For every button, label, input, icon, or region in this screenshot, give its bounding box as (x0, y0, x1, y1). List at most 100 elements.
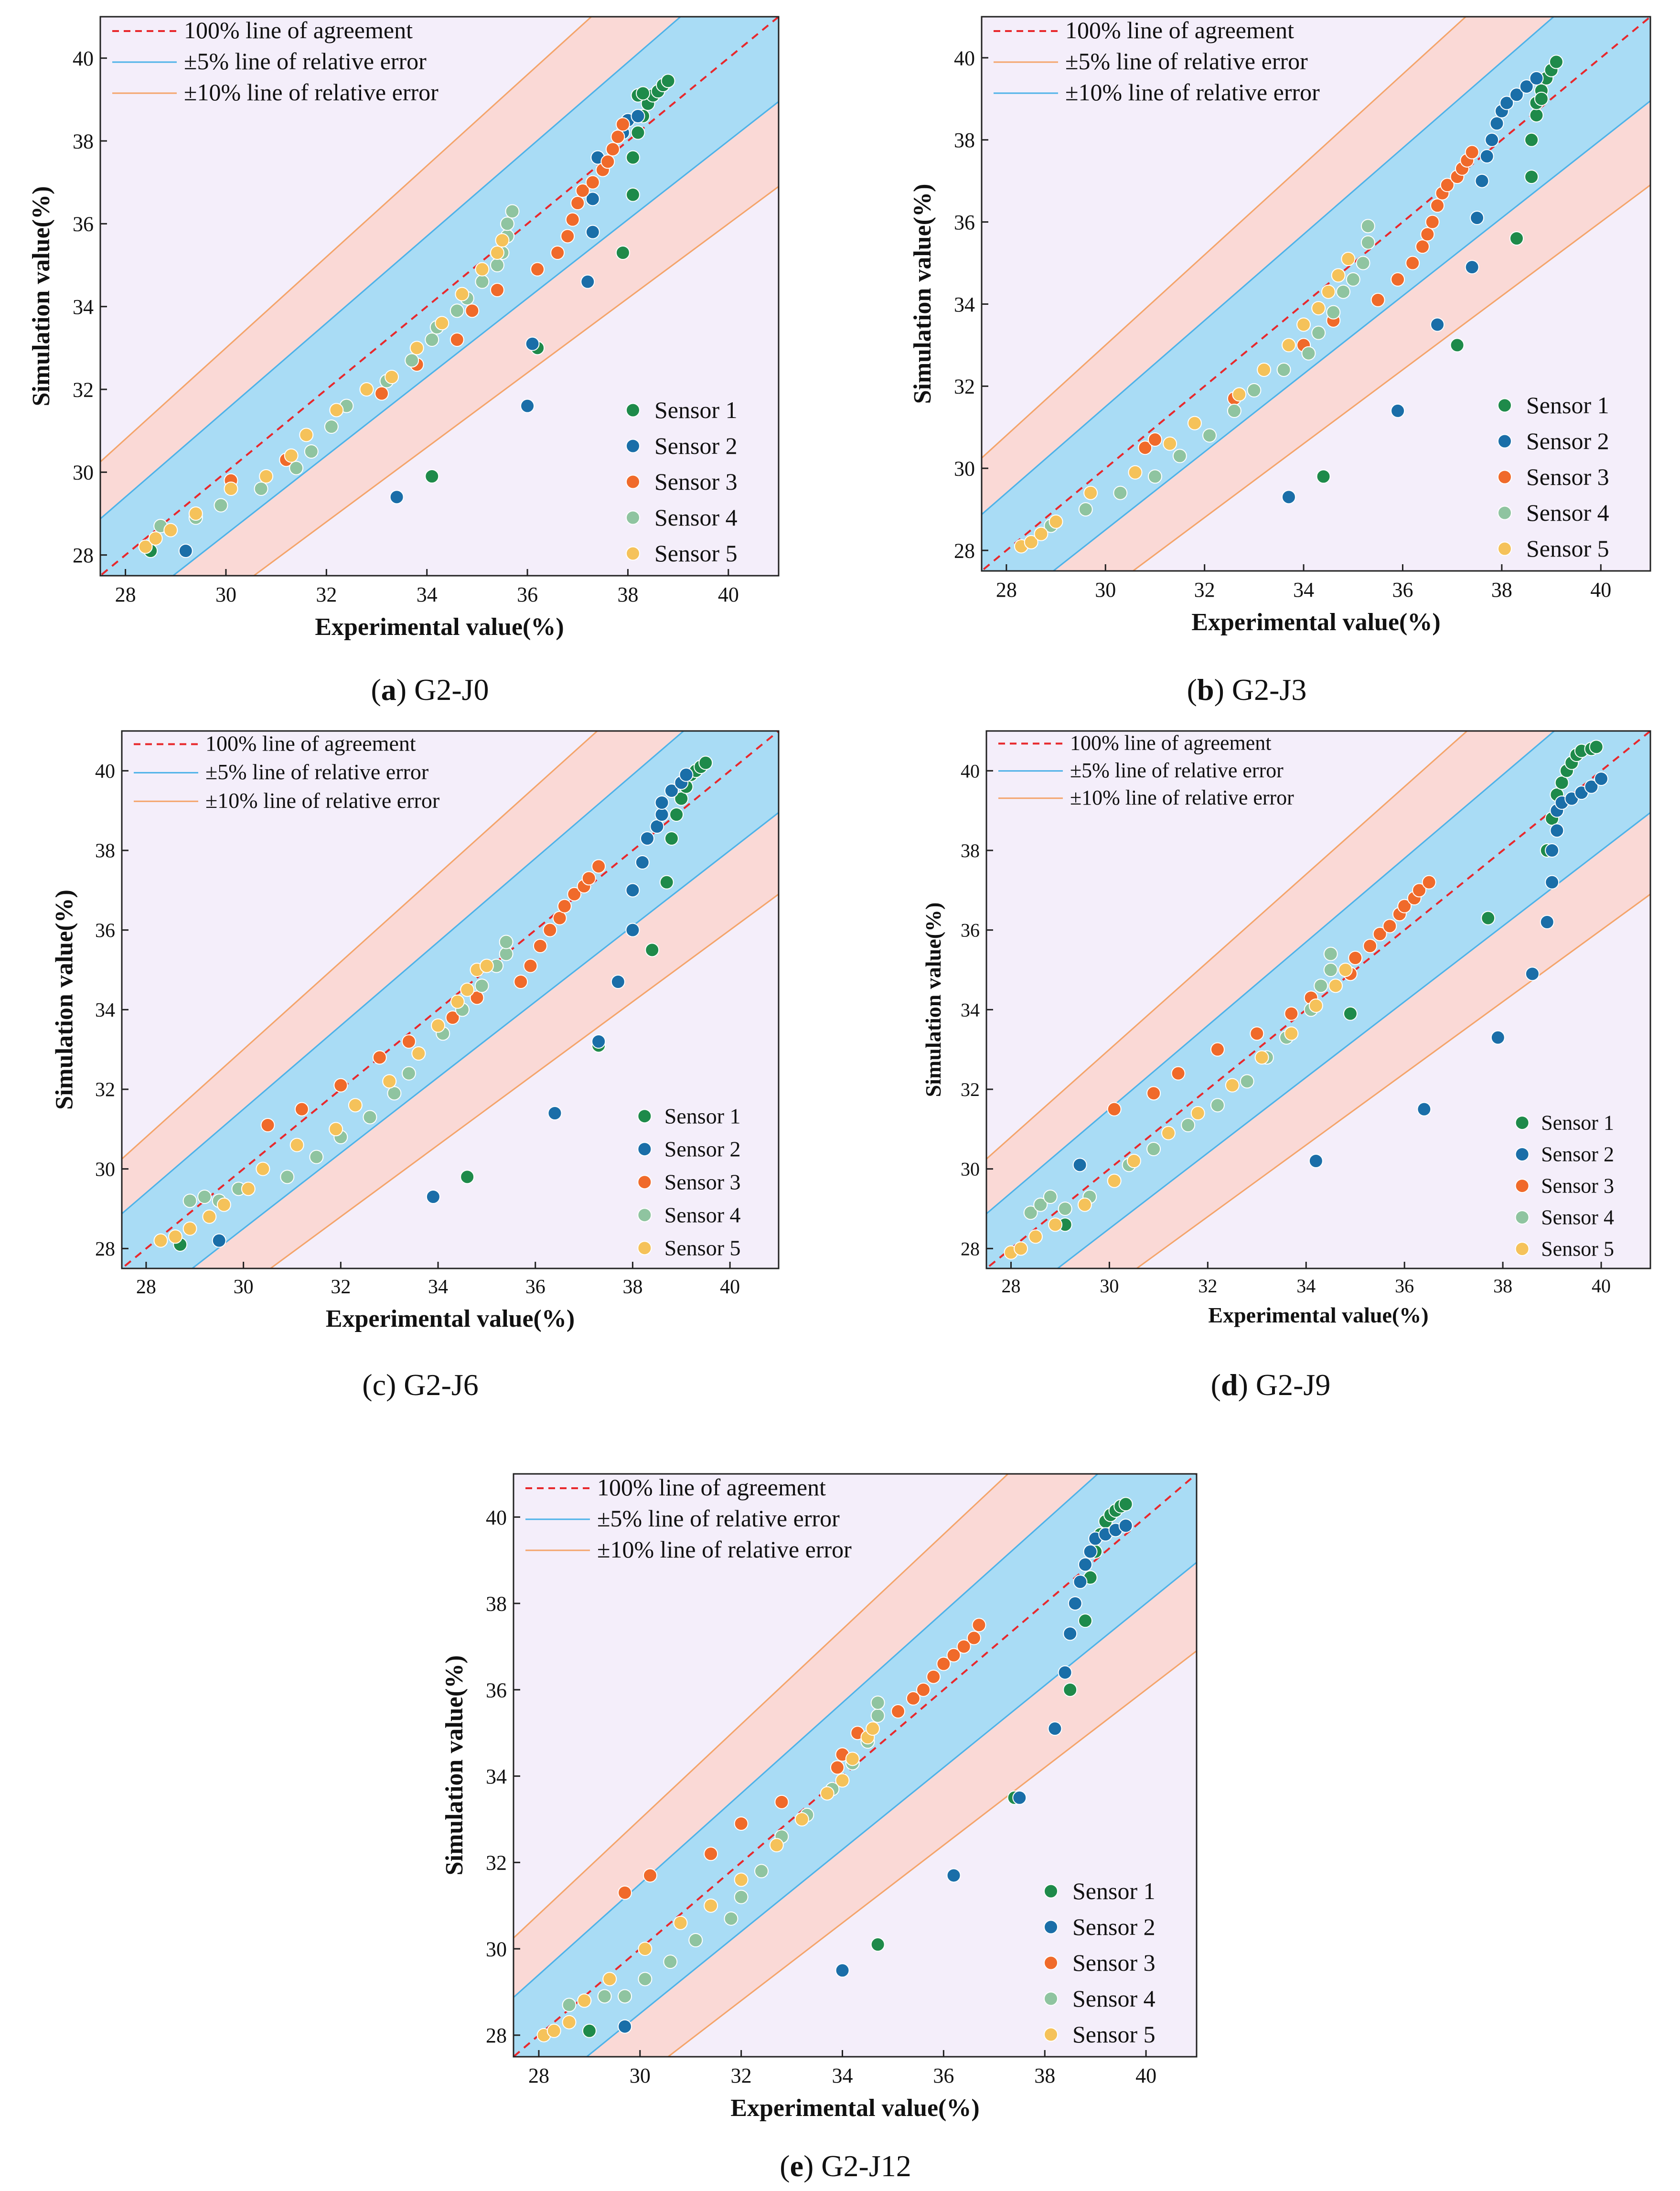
data-point (946, 1868, 961, 1883)
data-point (615, 246, 630, 260)
series-sensor-5 (1004, 963, 1353, 1260)
data-point (401, 1066, 416, 1081)
legend-marker (1515, 1179, 1530, 1193)
data-point (1589, 740, 1604, 754)
five-percent-lower-line (191, 811, 779, 1268)
legend-label: Sensor 3 (654, 468, 738, 495)
data-point (577, 1993, 592, 2008)
data-point (1146, 1086, 1161, 1101)
legend-label: Sensor 1 (1541, 1111, 1614, 1135)
data-point (1276, 362, 1291, 377)
data-point (610, 975, 625, 989)
data-point (425, 333, 439, 347)
data-point (1545, 875, 1560, 890)
x-tick-label: 40 (1135, 2064, 1156, 2087)
data-point (635, 855, 650, 870)
y-tick-label: 40 (95, 761, 115, 783)
data-point (329, 403, 344, 418)
caption-b: (b) G2-J3 (1187, 673, 1307, 707)
data-point (1077, 1197, 1092, 1212)
data-point (1227, 403, 1241, 418)
y-tick-label: 40 (954, 46, 975, 70)
data-point (214, 498, 228, 513)
caption-d: (d) G2-J9 (1211, 1368, 1331, 1402)
data-point (372, 1050, 387, 1065)
data-point (401, 1034, 416, 1049)
data-point (1412, 883, 1427, 898)
y-tick-label: 30 (73, 461, 94, 484)
y-tick-label: 38 (961, 840, 980, 861)
plot-area (514, 1474, 1197, 2057)
y-tick-label: 32 (486, 1851, 507, 1875)
legend-label: Sensor 3 (1541, 1174, 1614, 1198)
series-sensor-1 (1316, 54, 1563, 484)
data-point (615, 117, 630, 132)
data-point (581, 871, 596, 886)
data-point (916, 1682, 931, 1697)
legend-label: Sensor 4 (1072, 1985, 1156, 2012)
x-tick-label: 34 (417, 583, 438, 606)
data-point (1024, 535, 1038, 549)
x-tick-label: 38 (622, 1276, 642, 1298)
data-point (1534, 91, 1549, 106)
data-point (906, 1691, 920, 1706)
plot-frame (99, 16, 780, 577)
data-point (1225, 1078, 1240, 1093)
data-point (669, 807, 684, 822)
data-point (382, 1074, 397, 1089)
data-point (643, 1868, 657, 1883)
data-point (224, 482, 238, 496)
legend-marker (1515, 1116, 1530, 1130)
data-point (1420, 227, 1435, 242)
data-point (1083, 485, 1098, 500)
data-point (1281, 490, 1296, 505)
series-sensor-5 (1014, 251, 1356, 554)
data-point (212, 1233, 226, 1248)
x-tick-label: 36 (517, 583, 538, 606)
data-point (505, 204, 520, 219)
ref-legend-label: ±5% line of relative error (1065, 48, 1308, 75)
data-point (659, 875, 674, 890)
x-tick-label: 34 (832, 2064, 853, 2087)
legend-label: Sensor 5 (654, 540, 738, 567)
legend-marker (1515, 1210, 1530, 1225)
data-point (1314, 978, 1328, 993)
data-point (1321, 284, 1336, 299)
data-point (202, 1209, 217, 1224)
legend-label: Sensor 4 (1526, 499, 1609, 526)
five-percent-upper-line (514, 1474, 1099, 1998)
data-point (1550, 823, 1564, 838)
legend-marker (637, 1241, 652, 1256)
data-point (333, 1078, 348, 1093)
data-point (260, 1118, 275, 1132)
x-axis-label: Experimental value(%) (1208, 1303, 1428, 1327)
data-point (1078, 502, 1093, 517)
data-point (1073, 1574, 1088, 1589)
data-point (445, 1010, 460, 1025)
agreement-line (982, 17, 1650, 571)
data-point (1284, 1006, 1299, 1021)
five-percent-upper-line (122, 731, 685, 1215)
legend-label: Sensor 3 (664, 1170, 741, 1194)
legend-label: Sensor 3 (1526, 463, 1609, 490)
x-tick-label: 34 (1293, 578, 1314, 601)
data-point (1171, 1066, 1186, 1081)
five-percent-upper-line (100, 17, 682, 520)
ten-percent-lower-line (252, 185, 779, 576)
caption-a: (a) G2-J0 (371, 673, 489, 707)
y-tick-label: 28 (486, 2024, 507, 2047)
data-point (1118, 1518, 1133, 1533)
data-point (1372, 927, 1387, 941)
data-point (387, 1086, 402, 1101)
data-point (1465, 260, 1479, 275)
ten-percent-upper-line (986, 731, 1468, 1160)
data-point (329, 1122, 343, 1137)
data-point (216, 1197, 231, 1212)
data-point (543, 923, 557, 937)
data-point (1138, 440, 1153, 455)
data-point (1078, 1557, 1092, 1572)
y-axis-label: Simulation value(%) (921, 902, 945, 1097)
y-tick-label: 30 (486, 1937, 507, 1961)
x-axis-label: Experimental value(%) (326, 1305, 575, 1332)
series-sensor-3 (260, 859, 606, 1132)
